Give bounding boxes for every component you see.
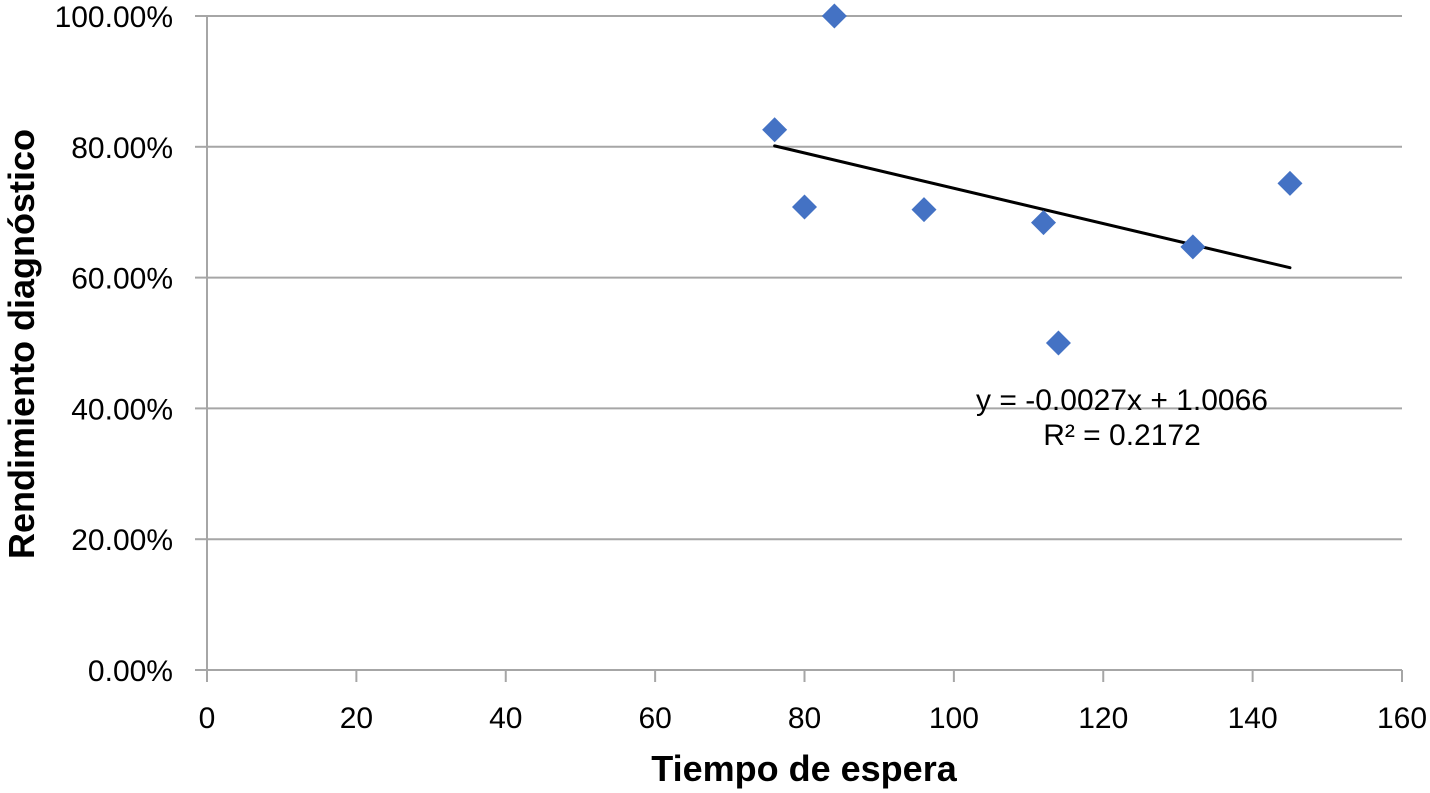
trendline-equation: y = -0.0027x + 1.0066 bbox=[976, 384, 1268, 417]
y-tick-label: 0.00% bbox=[88, 655, 173, 688]
data-point bbox=[911, 197, 937, 223]
trendline-annotation: y = -0.0027x + 1.0066 R² = 0.2172 bbox=[976, 383, 1268, 453]
y-tick-label: 40.00% bbox=[71, 393, 173, 426]
y-axis-title: Rendimiento diagnóstico bbox=[1, 128, 42, 560]
data-point bbox=[1180, 234, 1206, 260]
x-tick-label: 100 bbox=[929, 702, 979, 735]
x-tick-label: 0 bbox=[199, 702, 216, 735]
x-tick-label: 40 bbox=[489, 702, 522, 735]
x-tick-label: 120 bbox=[1078, 702, 1128, 735]
x-tick-label: 20 bbox=[340, 702, 373, 735]
x-axis-title: Tiempo de espera bbox=[651, 748, 957, 789]
y-tick-label: 20.00% bbox=[71, 524, 173, 557]
data-point bbox=[1031, 210, 1056, 236]
x-tick-label: 140 bbox=[1228, 702, 1278, 735]
x-tick-label: 60 bbox=[638, 702, 671, 735]
data-point bbox=[792, 194, 817, 220]
y-tick-label: 60.00% bbox=[71, 263, 173, 296]
y-tick-label: 100.00% bbox=[55, 1, 173, 34]
x-tick-label: 80 bbox=[788, 702, 821, 735]
y-tick-label: 80.00% bbox=[71, 132, 173, 165]
data-point bbox=[821, 3, 847, 29]
trendline-r-squared: R² = 0.2172 bbox=[1043, 419, 1201, 452]
data-point bbox=[1277, 170, 1303, 196]
x-tick-label: 160 bbox=[1377, 702, 1427, 735]
trendline bbox=[773, 144, 1292, 270]
data-point bbox=[762, 117, 788, 143]
data-point bbox=[1045, 330, 1071, 356]
